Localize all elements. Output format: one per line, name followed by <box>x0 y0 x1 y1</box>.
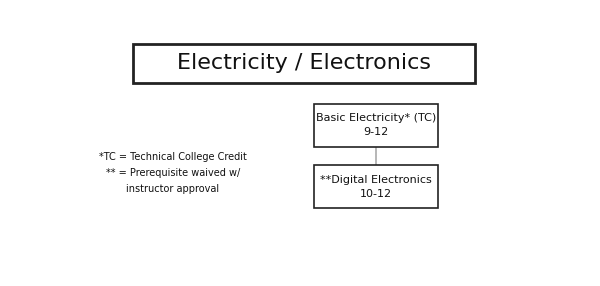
FancyBboxPatch shape <box>133 44 475 83</box>
Text: Electricity / Electronics: Electricity / Electronics <box>177 53 431 74</box>
FancyBboxPatch shape <box>314 165 438 208</box>
Text: **Digital Electronics: **Digital Electronics <box>320 175 432 185</box>
Text: *TC = Technical College Credit
** = Prerequisite waived w/
instructor approval: *TC = Technical College Credit ** = Prer… <box>99 152 247 194</box>
Text: 10-12: 10-12 <box>360 189 392 199</box>
Text: 9-12: 9-12 <box>364 127 389 137</box>
FancyBboxPatch shape <box>314 104 438 147</box>
Text: Basic Electricity* (TC): Basic Electricity* (TC) <box>316 113 436 123</box>
